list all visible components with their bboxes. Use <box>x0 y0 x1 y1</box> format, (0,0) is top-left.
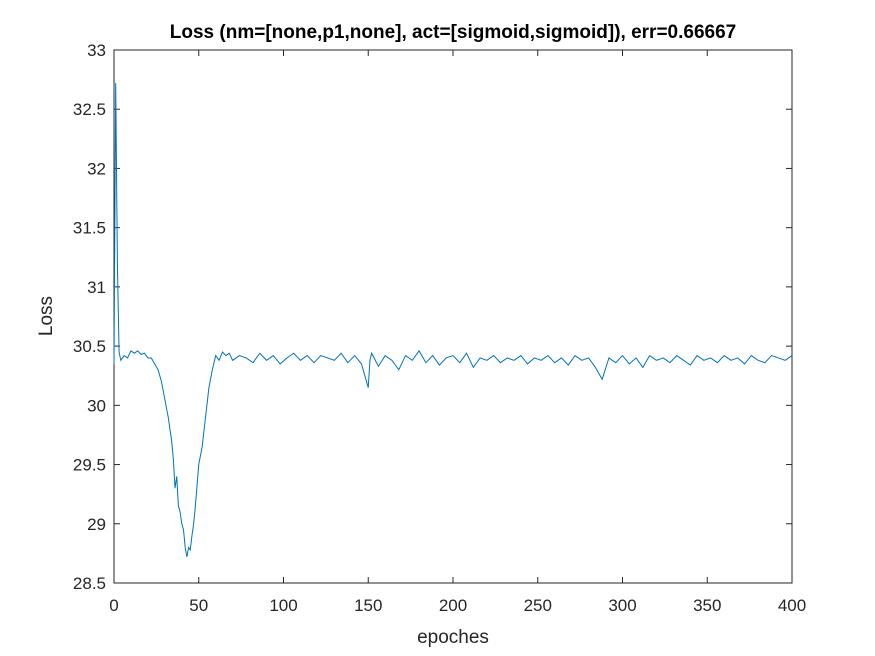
y-tick-label-1: 29 <box>87 515 106 534</box>
x-tick-label-2: 100 <box>269 596 297 615</box>
x-tick-label-0: 0 <box>109 596 118 615</box>
x-tick-label-6: 300 <box>608 596 636 615</box>
y-tick-label-7: 32 <box>87 159 106 178</box>
x-tick-label-1: 50 <box>189 596 208 615</box>
x-tick-label-5: 250 <box>524 596 552 615</box>
x-tick-label-3: 150 <box>354 596 382 615</box>
y-tick-label-2: 29.5 <box>73 456 106 475</box>
plot-area <box>113 49 793 584</box>
y-axis: 28.5 29 29.5 30 30.5 31 31.5 32 32.5 33 <box>73 41 792 593</box>
y-tick-label-4: 30.5 <box>73 337 106 356</box>
y-tick-label-5: 31 <box>87 278 106 297</box>
x-tick-label-7: 350 <box>693 596 721 615</box>
x-axis: 0 50 100 150 200 250 300 350 400 <box>109 50 806 615</box>
x-tick-label-8: 400 <box>778 596 806 615</box>
x-axis-label: epoches <box>417 627 489 648</box>
x-tick-label-4: 200 <box>439 596 467 615</box>
y-axis-label: Loss <box>36 296 57 336</box>
y-tick-label-3: 30 <box>87 396 106 415</box>
y-tick-label-9: 33 <box>87 41 106 60</box>
y-tick-label-8: 32.5 <box>73 100 106 119</box>
y-tick-label-0: 28.5 <box>73 574 106 593</box>
loss-series-line <box>113 83 793 558</box>
y-tick-label-6: 31.5 <box>73 219 106 238</box>
chart-title: Loss (nm=[none,p1,none], act=[sigmoid,si… <box>170 22 736 43</box>
